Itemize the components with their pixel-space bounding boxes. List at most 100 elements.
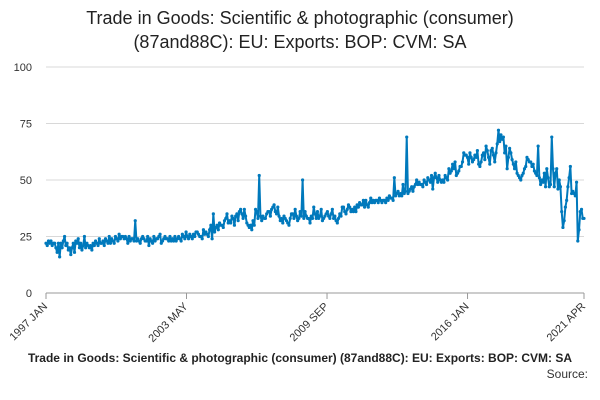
data-point <box>384 201 388 205</box>
data-point <box>260 219 264 223</box>
data-point <box>348 205 352 209</box>
data-point <box>298 210 302 214</box>
data-point <box>453 160 457 164</box>
data-point <box>201 228 206 232</box>
data-point <box>491 153 496 157</box>
data-point <box>208 228 212 232</box>
data-point <box>240 212 244 216</box>
data-point <box>190 237 194 241</box>
data-point <box>548 182 553 187</box>
data-point <box>146 234 150 239</box>
data-point <box>510 158 514 162</box>
data-point <box>151 241 155 245</box>
data-point <box>258 214 263 218</box>
data-point <box>459 164 463 169</box>
data-point <box>107 234 111 239</box>
data-point <box>193 234 197 239</box>
data-point <box>310 216 315 221</box>
data-point <box>212 230 217 234</box>
data-point <box>186 237 191 241</box>
data-point <box>556 187 560 191</box>
gridlines <box>46 66 584 294</box>
data-point <box>58 255 62 259</box>
data-point <box>132 239 136 243</box>
data-point <box>574 180 579 184</box>
data-series <box>44 128 586 259</box>
data-point <box>221 225 225 230</box>
data-point <box>231 216 235 221</box>
data-point <box>410 185 414 189</box>
data-point <box>106 241 110 245</box>
data-point <box>576 239 580 243</box>
data-point <box>293 207 297 211</box>
data-point <box>276 205 280 209</box>
data-point <box>328 216 332 221</box>
data-point <box>494 151 498 155</box>
data-point <box>396 189 400 193</box>
data-point <box>519 178 523 182</box>
data-point <box>303 210 307 214</box>
data-point <box>504 144 508 148</box>
data-point <box>127 234 131 239</box>
x-tick-label: 2021 APR <box>545 301 589 345</box>
data-point <box>345 207 349 211</box>
data-point <box>236 219 240 223</box>
data-point <box>67 246 72 250</box>
data-point <box>60 246 64 250</box>
data-point <box>147 243 151 248</box>
data-point <box>405 135 409 139</box>
data-point <box>503 151 507 155</box>
axes: 0 25 50 75 100 1997 JAN 2003 MAY 2009 SEP 2016 J… <box>7 62 588 345</box>
data-point <box>179 239 183 243</box>
data-point <box>496 128 501 132</box>
data-point <box>411 189 415 193</box>
data-point <box>484 144 488 148</box>
data-point <box>415 178 419 182</box>
data-point <box>287 223 291 227</box>
data-point <box>501 135 506 139</box>
data-point <box>552 185 556 189</box>
data-point <box>436 180 440 184</box>
data-point <box>263 216 268 221</box>
y-tick-label: 0 <box>26 288 32 300</box>
data-point <box>49 239 53 243</box>
data-point <box>567 176 571 180</box>
data-point <box>313 212 317 216</box>
data-point <box>294 214 299 218</box>
data-point <box>467 162 471 166</box>
data-point <box>360 203 364 207</box>
data-point <box>80 248 84 252</box>
data-point <box>341 205 346 209</box>
data-point <box>184 230 188 234</box>
data-point <box>401 182 405 187</box>
data-point <box>553 171 558 175</box>
data-point <box>158 232 162 236</box>
y-tick-label: 100 <box>14 62 32 74</box>
data-point <box>333 214 337 218</box>
data-point <box>101 239 105 243</box>
data-point <box>545 167 549 171</box>
data-point <box>339 214 343 218</box>
data-point <box>84 246 88 250</box>
data-point <box>551 167 555 171</box>
data-point <box>364 198 368 202</box>
data-point <box>232 223 237 227</box>
data-point <box>562 219 566 223</box>
data-point <box>362 205 367 209</box>
data-point <box>65 241 69 245</box>
chart-title: Trade in Goods: Scientific & photographi… <box>0 6 600 54</box>
data-point <box>81 243 85 248</box>
data-point <box>524 164 528 169</box>
data-point <box>413 182 418 187</box>
data-point <box>452 167 456 171</box>
data-point <box>535 173 539 178</box>
data-point <box>239 207 243 211</box>
data-point <box>568 164 572 169</box>
data-point <box>573 194 577 198</box>
data-point <box>268 214 272 218</box>
data-point <box>512 167 517 171</box>
data-point <box>61 239 65 243</box>
data-point <box>288 216 292 221</box>
data-point <box>215 223 219 227</box>
